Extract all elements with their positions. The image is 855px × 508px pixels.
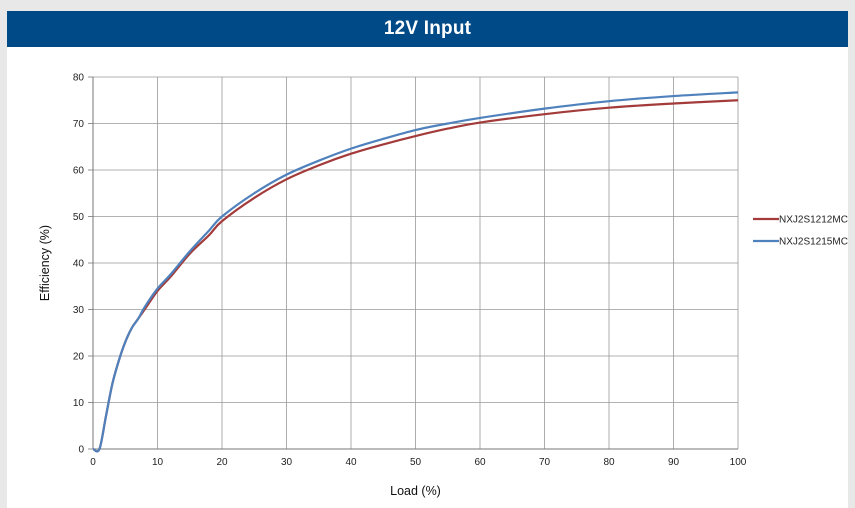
x-axis-label: Load (%) — [390, 484, 441, 498]
legend-label: NXJ2S1212MC — [779, 215, 848, 226]
x-tick-label: 100 — [730, 457, 747, 468]
chart-title: 12V Input — [383, 18, 472, 39]
legend-label: NXJ2S1215MC — [779, 237, 848, 248]
chart-title-bar: 12V Input — [7, 11, 848, 47]
chart-panel: 12V Input 0 10 20 30 40 50 60 70 80 90 100 0 10 20 30 4… — [7, 11, 848, 508]
y-tick-label: 10 — [73, 398, 85, 409]
series-lines — [92, 91, 739, 453]
y-tick-label: 40 — [73, 259, 85, 270]
legend: NXJ2S1212MC NXJ2S1215MC — [753, 215, 848, 248]
x-tick-label: 10 — [152, 457, 164, 468]
axes: 0 10 20 30 40 50 60 70 80 90 100 0 10 20 30 40 50 60 70 80 — [73, 73, 747, 469]
y-tick-label: 70 — [73, 119, 85, 130]
x-tick-label: 40 — [345, 457, 357, 468]
x-tick-label: 60 — [474, 457, 486, 468]
y-tick-label: 0 — [78, 445, 84, 456]
x-tick-label: 50 — [410, 457, 422, 468]
y-tick-label: 60 — [73, 166, 85, 177]
grid-lines — [92, 76, 739, 450]
x-tick-label: 30 — [281, 457, 293, 468]
y-tick-label: 50 — [73, 212, 85, 223]
x-tick-label: 80 — [603, 457, 615, 468]
efficiency-chart: 0 10 20 30 40 50 60 70 80 90 10001020304050607080 … — [38, 73, 848, 499]
x-tick-label: 90 — [668, 457, 680, 468]
y-tick-label: 30 — [73, 305, 85, 316]
x-tick-label: 0 — [90, 457, 96, 468]
y-axis-label: Efficiency (%) — [38, 225, 52, 301]
x-tick-label: 20 — [216, 457, 228, 468]
y-tick-label: 20 — [73, 352, 85, 363]
series-line-nxj2s1215mc — [92, 91, 739, 453]
x-tick-label: 70 — [539, 457, 551, 468]
y-tick-label: 80 — [73, 73, 85, 84]
